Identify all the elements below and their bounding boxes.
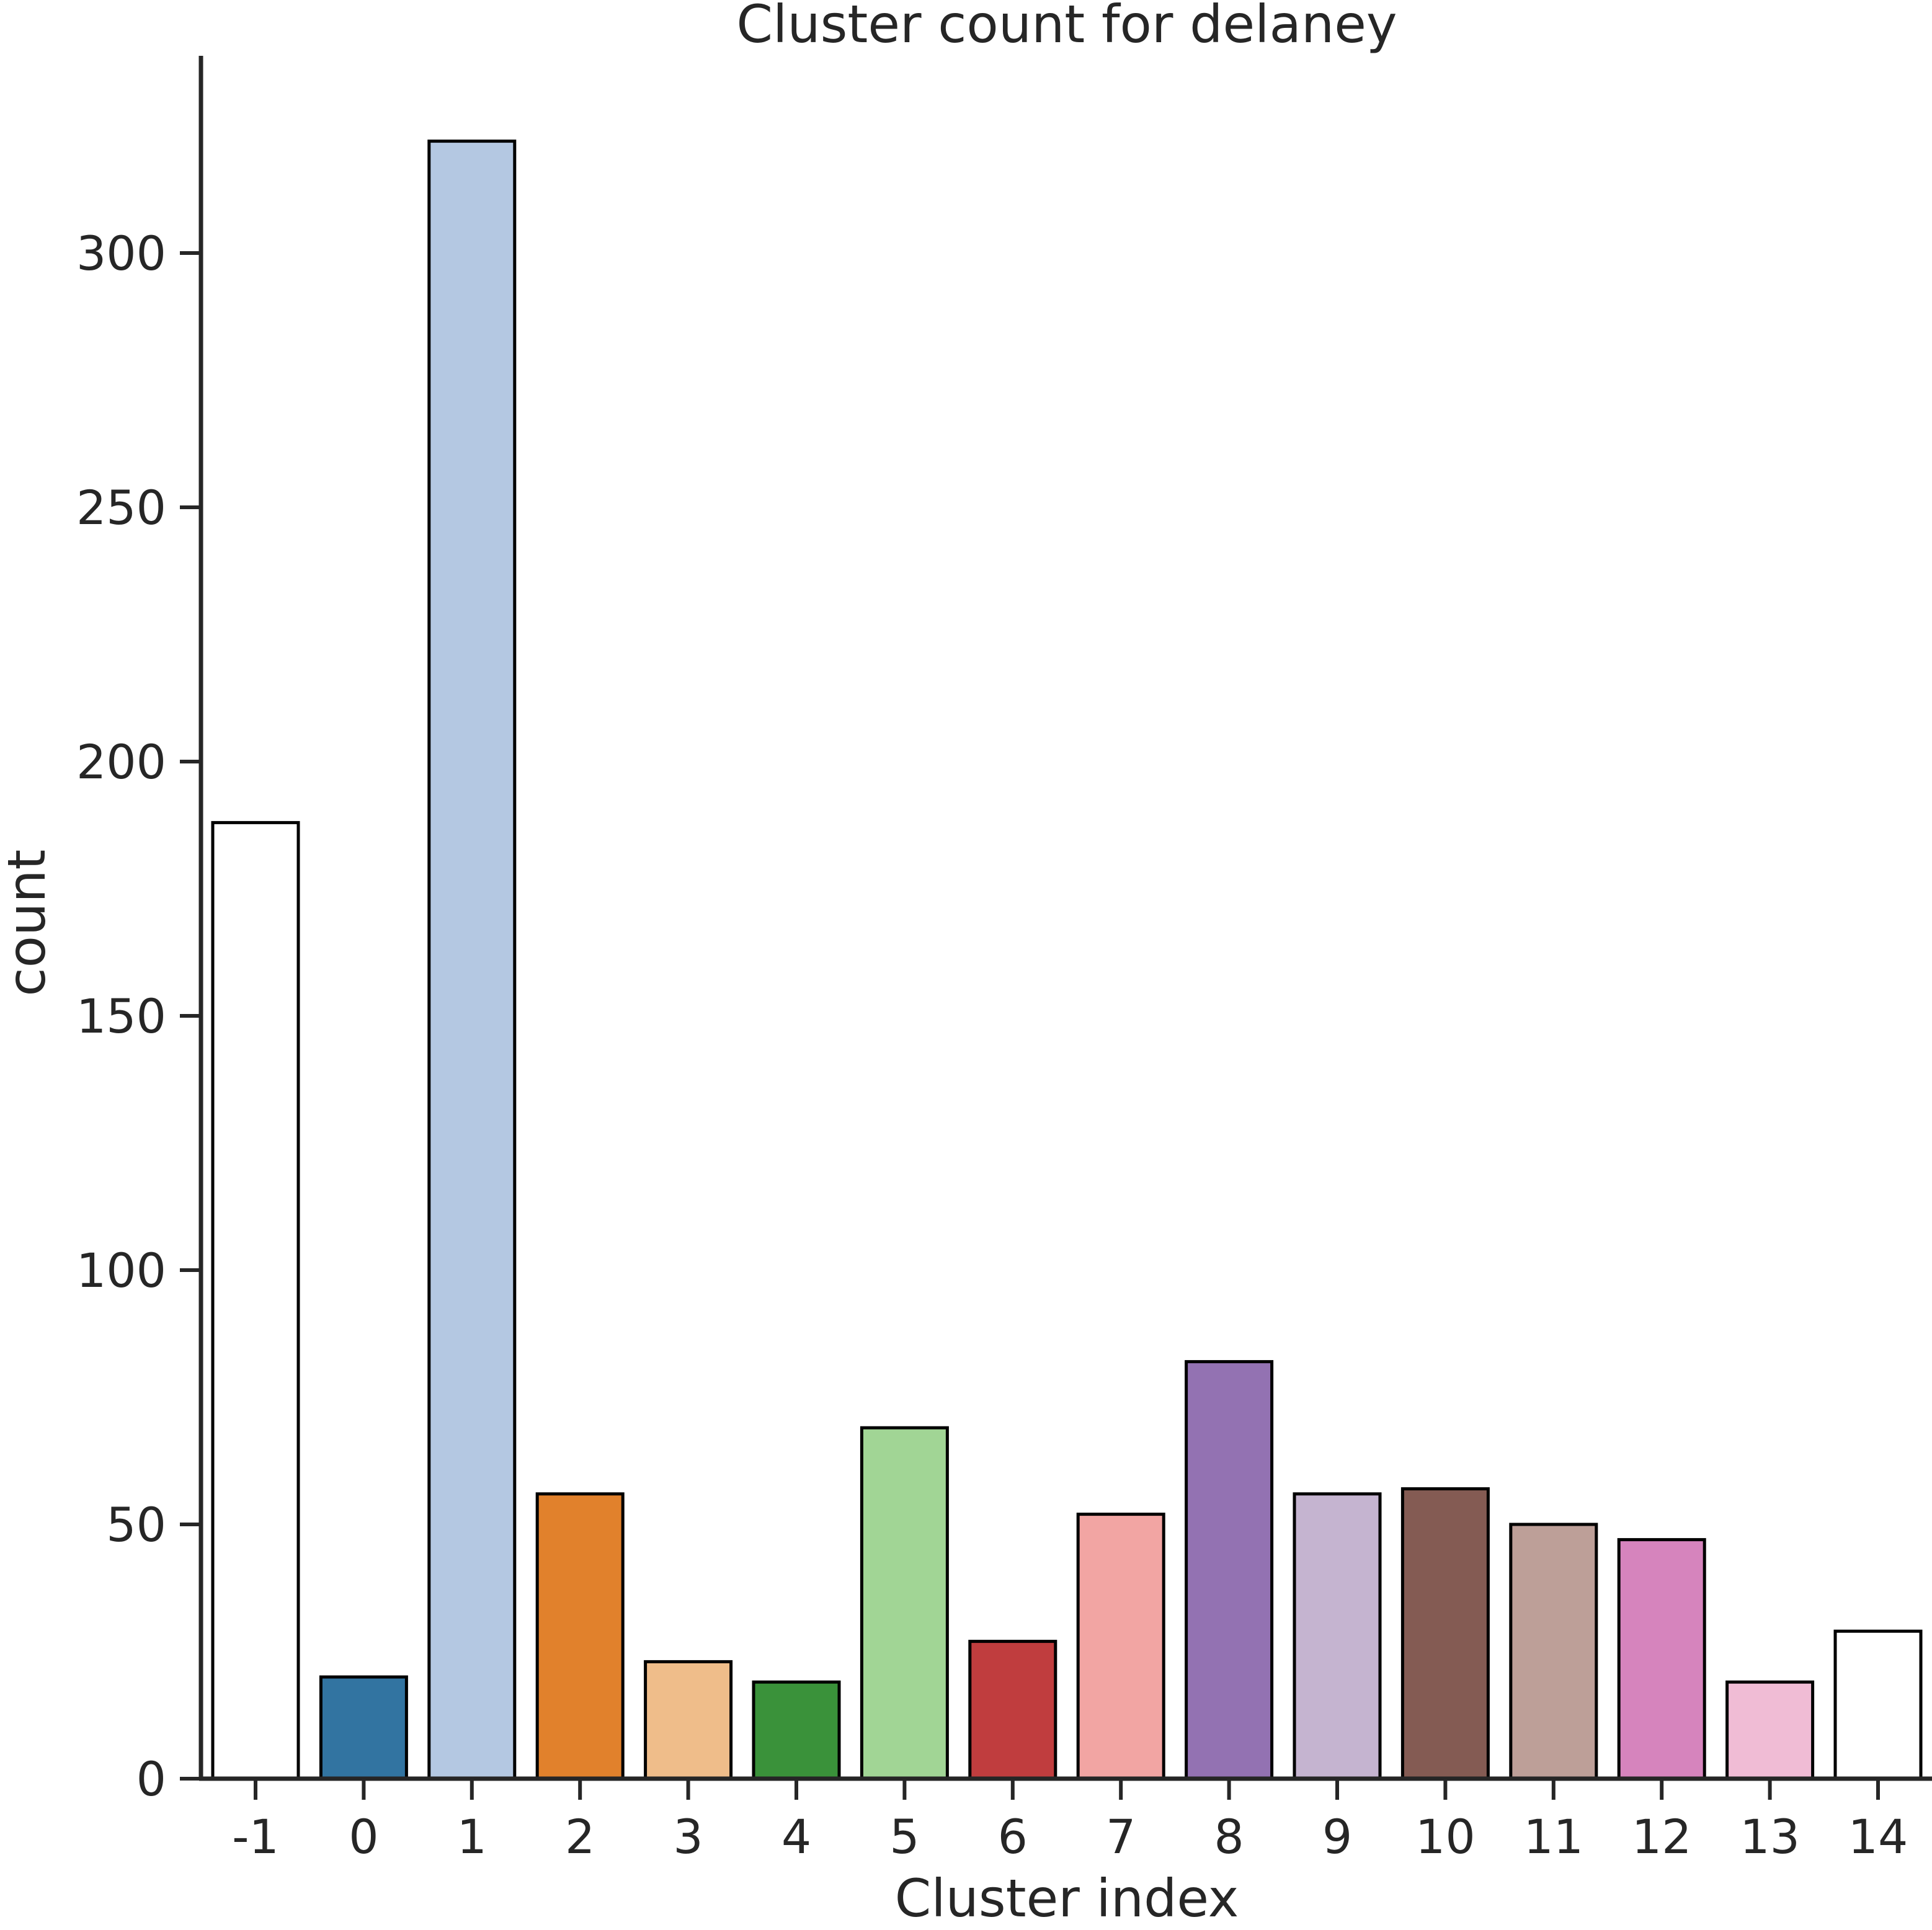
x-tick-label: 1 (457, 1809, 487, 1864)
x-tick-label: -1 (232, 1809, 279, 1864)
x-tick-label: 3 (673, 1809, 703, 1864)
x-tick-label: 0 (349, 1809, 378, 1864)
bar-cluster-6 (968, 1640, 1057, 1781)
bar-cluster-1 (427, 140, 517, 1781)
bar-cluster-3 (644, 1660, 733, 1781)
x-axis-ticks: -1 0 1 2 3 4 5 6 7 8 9 10 11 12 13 14 (232, 1779, 1908, 1864)
x-tick-label: 10 (1415, 1809, 1476, 1864)
x-tick-label: 2 (565, 1809, 595, 1864)
bar-cluster-8 (1185, 1360, 1274, 1781)
x-tick-label: 12 (1632, 1809, 1692, 1864)
x-tick-label: 4 (781, 1809, 811, 1864)
y-tick-label: 0 (136, 1751, 166, 1807)
bar-cluster-5 (860, 1426, 949, 1781)
chart-title: Cluster count for delaney (736, 0, 1397, 55)
bar-cluster-4 (752, 1680, 841, 1781)
x-tick-label: 8 (1214, 1809, 1244, 1864)
bars-group (211, 140, 1923, 1781)
x-axis-label: Cluster index (895, 1868, 1239, 1929)
bar-cluster-13 (1725, 1680, 1815, 1781)
x-tick-label: 6 (998, 1809, 1028, 1864)
y-tick-label: 250 (76, 480, 166, 535)
bar-cluster-10 (1400, 1487, 1490, 1781)
bar-cluster-11 (1509, 1523, 1598, 1781)
bar-cluster-7 (1076, 1513, 1165, 1781)
bar-cluster-2 (535, 1492, 625, 1781)
y-tick-label: 100 (76, 1243, 166, 1298)
bar-cluster-9 (1293, 1492, 1382, 1781)
y-axis-ticks: 0 50 100 150 200 250 300 (76, 226, 201, 1807)
bar-cluster-12 (1617, 1538, 1706, 1781)
x-tick-label: 11 (1523, 1809, 1583, 1864)
x-tick-label: 14 (1848, 1809, 1908, 1864)
y-tick-label: 50 (106, 1497, 166, 1552)
bar-cluster-0 (319, 1675, 408, 1781)
y-axis-label: count (0, 850, 57, 997)
x-tick-label: 5 (889, 1809, 919, 1864)
y-tick-label: 150 (76, 989, 166, 1044)
bar-cluster--1 (211, 820, 300, 1781)
y-tick-label: 200 (76, 734, 166, 789)
bar-cluster-14 (1833, 1629, 1923, 1781)
x-tick-label: 9 (1322, 1809, 1352, 1864)
y-tick-label: 300 (76, 226, 166, 281)
x-tick-label: 7 (1106, 1809, 1136, 1864)
x-tick-label: 13 (1740, 1809, 1800, 1864)
